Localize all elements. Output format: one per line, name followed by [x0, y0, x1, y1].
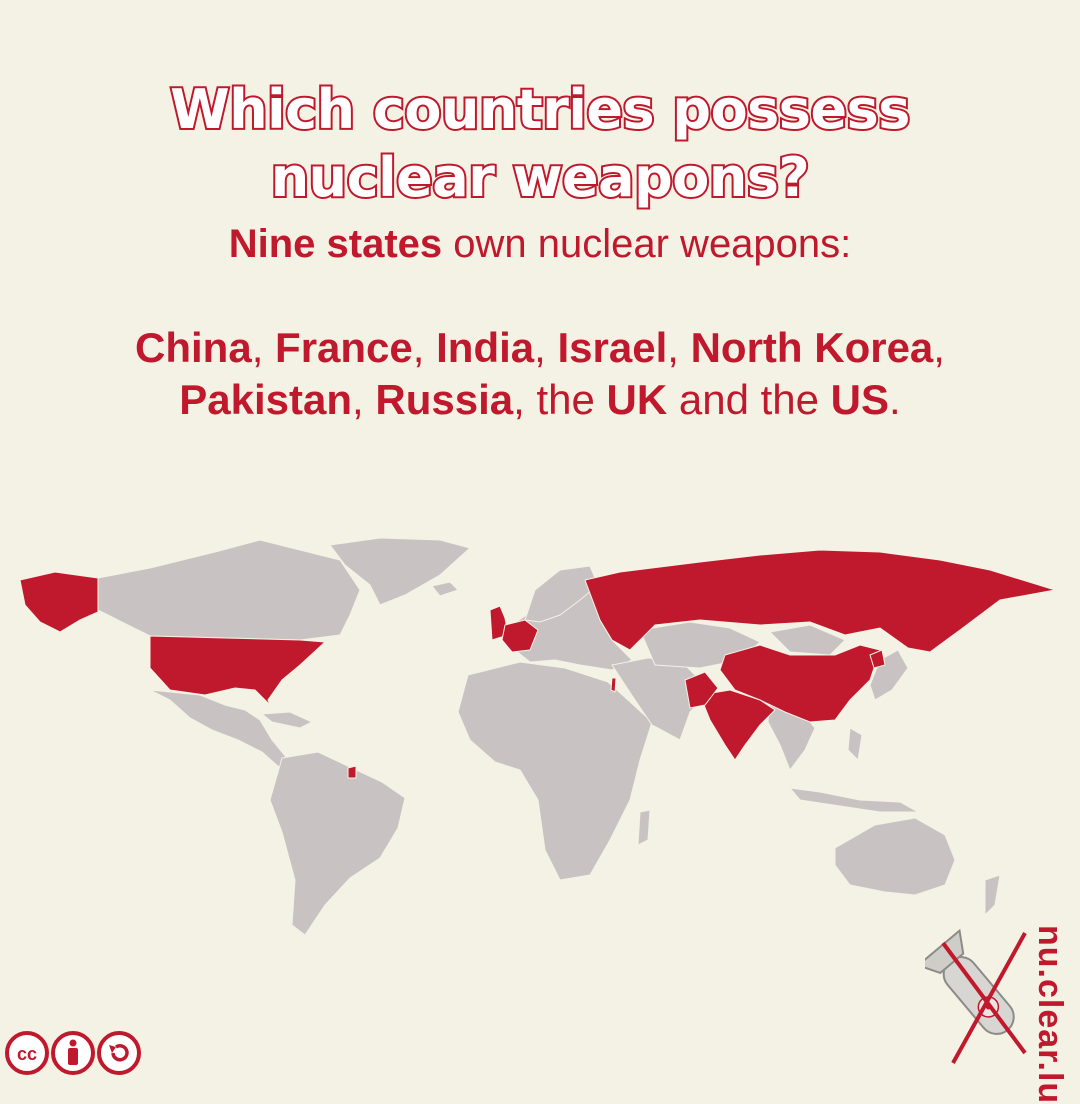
share-alike-icon — [97, 1031, 141, 1075]
country-pakistan — [684, 671, 719, 709]
territory-french-guiana — [347, 765, 357, 779]
subtitle-bold: Nine states — [228, 222, 443, 266]
country-france: France — [275, 324, 413, 371]
title-line-1: Which countries possess — [168, 76, 912, 143]
cc-icon: cc — [5, 1031, 49, 1075]
bomb-crossed-icon — [925, 928, 1027, 1064]
country-israel — [610, 677, 617, 693]
landmass-greenland — [329, 537, 472, 606]
landmass-africa — [457, 661, 653, 881]
landmass-australia — [834, 817, 956, 896]
separator: and the — [667, 376, 831, 423]
separator: , — [412, 324, 437, 371]
world-map — [19, 537, 1056, 936]
separator: . — [889, 376, 901, 423]
attribution-icon — [51, 1031, 95, 1075]
landmass-south-america — [269, 751, 406, 936]
separator: , — [251, 324, 276, 371]
country-usa — [149, 635, 327, 706]
country-pakistan: Pakistan — [179, 376, 353, 423]
separator: , — [534, 324, 558, 371]
landmass-caribbean — [260, 711, 314, 729]
svg-text:cc: cc — [17, 1044, 37, 1064]
separator: , — [352, 376, 376, 423]
countries-list: China, France, India, Israel, North Kore… — [20, 322, 1060, 426]
country-india: India — [436, 324, 535, 371]
country-north-korea — [869, 649, 886, 669]
page-title: Which countries possess nuclear weapons? — [0, 76, 1080, 212]
country-china — [719, 644, 881, 723]
subtitle-rest: own nuclear weapons: — [442, 222, 852, 266]
country-india — [699, 689, 776, 761]
landmass-canada — [97, 539, 361, 641]
country-france — [501, 619, 539, 653]
country-us: US — [830, 376, 890, 423]
landmass-philippines — [847, 727, 863, 762]
brand-label: nu.clear.lu — [1031, 925, 1069, 1104]
landmass-indonesia — [788, 787, 920, 813]
landmass-madagascar — [637, 809, 651, 846]
separator: , — [933, 324, 945, 371]
country-russia — [584, 549, 1056, 653]
license-badges: cc — [5, 1031, 141, 1075]
country-russia: Russia — [375, 376, 514, 423]
country-uk: UK — [606, 376, 668, 423]
landmass-mongolia — [768, 624, 846, 656]
country-china: China — [135, 324, 252, 371]
country-alaska — [19, 571, 99, 633]
subtitle: Nine states own nuclear weapons: — [0, 222, 1080, 267]
separator: , — [667, 324, 691, 371]
landmass-iceland — [431, 581, 459, 597]
title-line-2: nuclear weapons? — [269, 144, 812, 211]
landmass-new-zealand — [984, 874, 1001, 917]
country-israel: Israel — [557, 324, 668, 371]
country-north-korea: North Korea — [690, 324, 934, 371]
separator: , the — [513, 376, 607, 423]
